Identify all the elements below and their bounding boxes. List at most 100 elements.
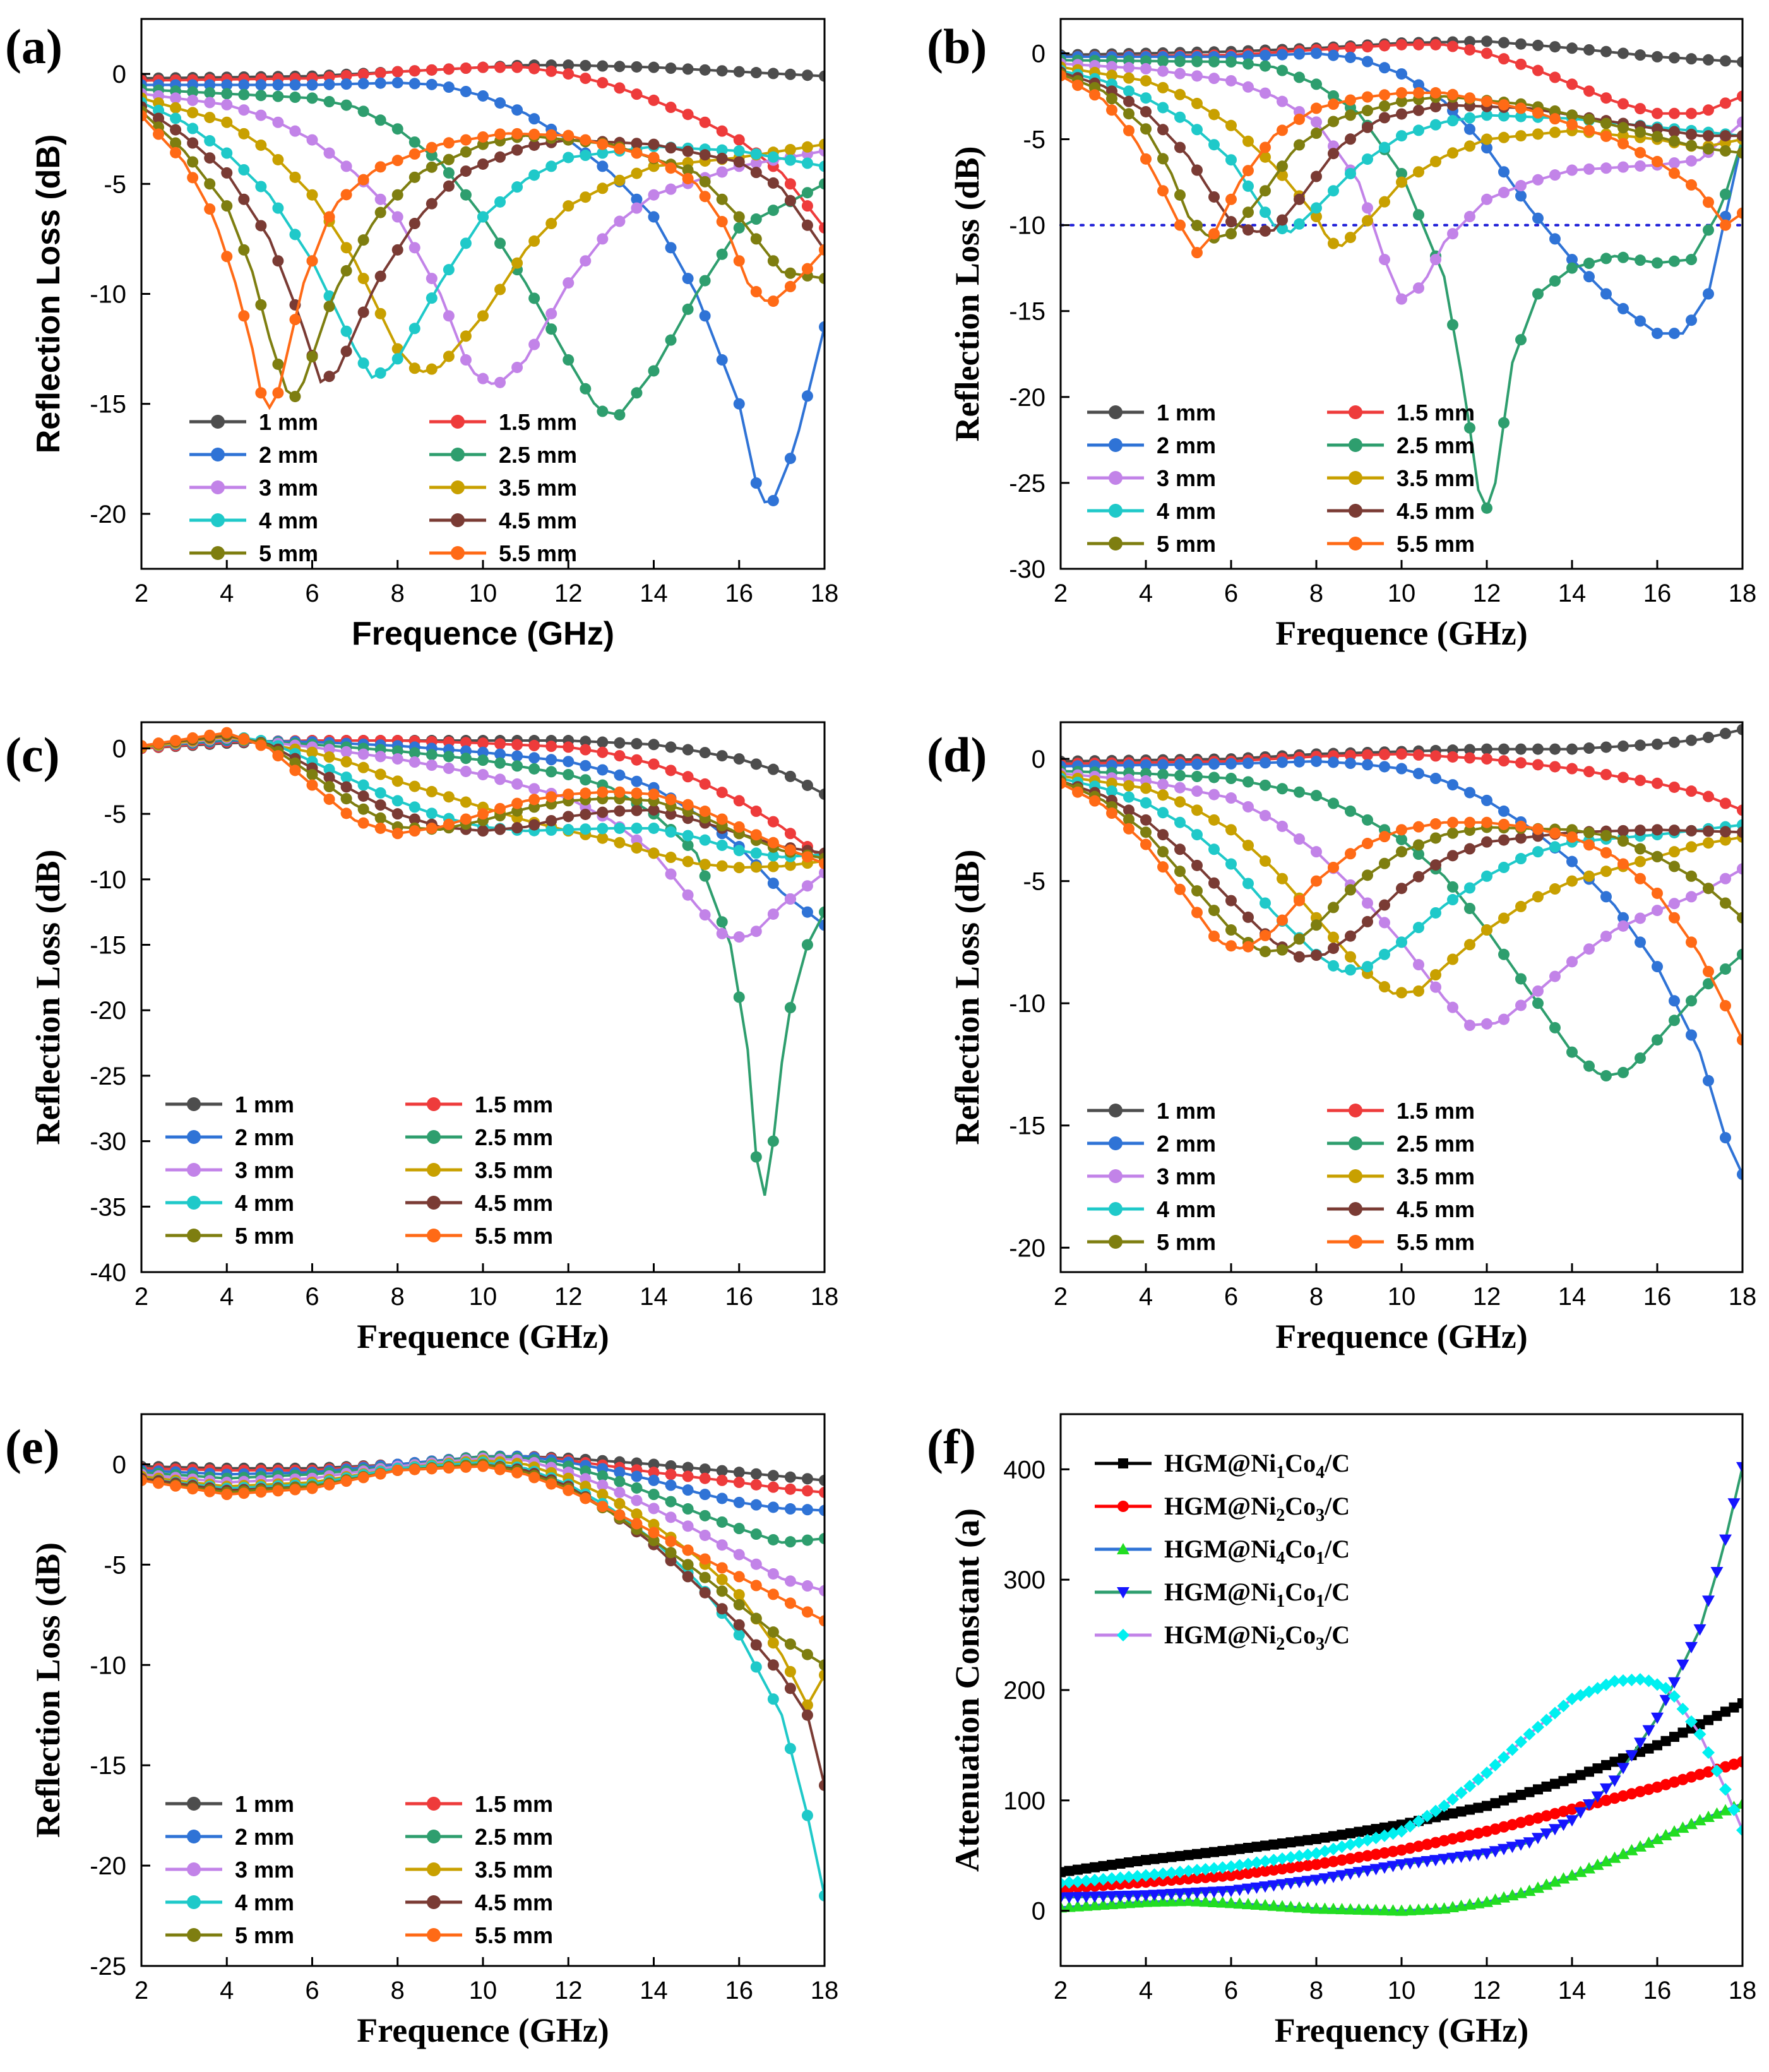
data-point (614, 805, 626, 817)
data-point (1566, 119, 1578, 131)
data-point (323, 147, 335, 159)
data-point (1225, 792, 1237, 804)
data-point (1635, 1746, 1645, 1757)
data-point (255, 109, 267, 121)
data-point (682, 109, 694, 121)
data-point (1131, 1869, 1144, 1883)
data-point (374, 799, 386, 811)
data-point (716, 839, 728, 851)
data-point (528, 128, 540, 140)
data-point (272, 387, 284, 399)
data-point (1396, 883, 1407, 895)
data-point (1574, 1807, 1587, 1819)
data-point (1464, 140, 1475, 152)
data-point (1395, 1904, 1408, 1916)
data-point (1719, 1783, 1732, 1796)
data-point (699, 1489, 711, 1501)
data-point (238, 193, 250, 205)
data-point (1481, 870, 1492, 882)
data-point (1115, 1858, 1126, 1869)
data-point (1447, 228, 1458, 240)
data-point (665, 63, 677, 74)
data-point (528, 783, 540, 795)
data-point (1344, 1838, 1357, 1851)
data-point (614, 1486, 626, 1498)
data-point (545, 791, 557, 803)
data-point (563, 768, 575, 780)
data-point (357, 803, 369, 815)
data-point (443, 310, 455, 322)
data-point (1362, 961, 1373, 973)
data-point (597, 746, 609, 758)
data-point (1515, 973, 1527, 985)
data-point (1720, 963, 1731, 975)
data-point (1294, 756, 1305, 768)
data-point (323, 78, 335, 90)
data-point (1481, 133, 1492, 145)
data-point (1712, 1710, 1722, 1721)
data-point (1566, 875, 1578, 887)
x-tick-label: 18 (811, 1977, 839, 2004)
data-point (1209, 1847, 1219, 1857)
data-point (665, 1468, 677, 1480)
data-point (1635, 1052, 1646, 1064)
data-point (374, 114, 386, 126)
data-point (1583, 870, 1595, 882)
data-point (1736, 1797, 1742, 1809)
data-point (1191, 1887, 1203, 1899)
data-point (1260, 151, 1271, 163)
data-point (1600, 1794, 1612, 1806)
data-point (1702, 1595, 1715, 1607)
data-point (1387, 1845, 1399, 1857)
data-point (1191, 907, 1203, 919)
data-point (323, 763, 335, 775)
series-group (1061, 723, 1742, 1181)
data-point (153, 104, 165, 116)
data-point (1352, 1903, 1366, 1915)
legend-label: HGM@Ni4Co1/C (1164, 1535, 1350, 1568)
data-point (784, 893, 796, 905)
data-point (1720, 1132, 1731, 1144)
data-point (1328, 237, 1339, 249)
data-point (614, 737, 626, 749)
data-point (1693, 1814, 1706, 1826)
data-point (443, 818, 455, 830)
data-point (819, 1890, 825, 1902)
data-point (323, 751, 335, 763)
data-point (1617, 1066, 1629, 1078)
data-point (1242, 1883, 1254, 1895)
data-point (819, 244, 825, 256)
data-point (1131, 1896, 1144, 1908)
data-point (1532, 743, 1544, 755)
data-point (1174, 1895, 1186, 1907)
data-point (563, 68, 575, 80)
data-point (1353, 1851, 1365, 1863)
data-point (204, 203, 216, 215)
data-point (1413, 104, 1424, 116)
legend-marker (1349, 1169, 1362, 1183)
data-point (1652, 131, 1663, 143)
data-point (1345, 133, 1356, 145)
data-point (1566, 1815, 1578, 1827)
data-point (750, 148, 762, 160)
data-point (1557, 1872, 1570, 1884)
series-line (1061, 782, 1742, 1041)
data-point (545, 129, 557, 141)
x-tick-label: 18 (1729, 580, 1757, 607)
data-point (528, 169, 540, 181)
data-point (1107, 1859, 1117, 1870)
data-point (374, 367, 386, 379)
data-point (819, 867, 825, 879)
data-point (716, 152, 728, 164)
data-point (426, 807, 438, 819)
data-point (1489, 1823, 1501, 1835)
data-point (1710, 1765, 1724, 1778)
data-point (699, 275, 711, 287)
data-point (819, 178, 825, 190)
data-point (408, 171, 420, 183)
data-point (1702, 1811, 1715, 1823)
data-point (1310, 1874, 1323, 1886)
data-point (1277, 124, 1288, 136)
legend-label: 2.5 mm (1397, 432, 1475, 458)
data-point (1600, 891, 1612, 903)
